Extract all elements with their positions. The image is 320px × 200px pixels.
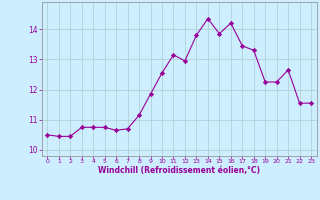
X-axis label: Windchill (Refroidissement éolien,°C): Windchill (Refroidissement éolien,°C) [98,166,260,175]
